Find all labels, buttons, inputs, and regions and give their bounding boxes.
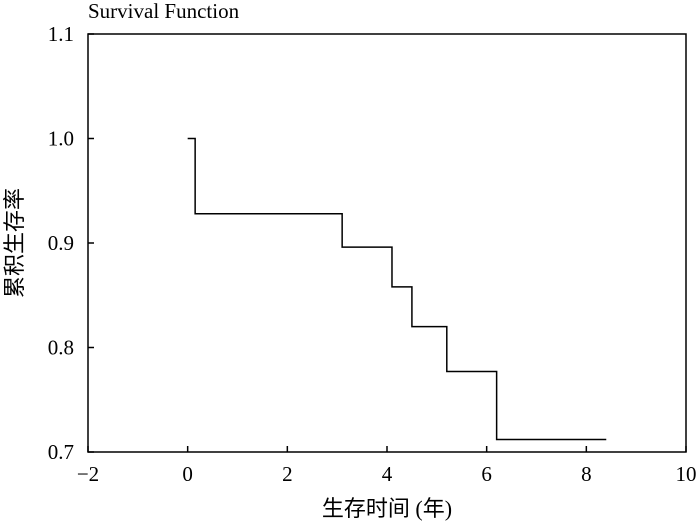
x-tick-label: 10 — [676, 462, 697, 486]
x-tick-label: 2 — [282, 462, 293, 486]
x-axis-label: 生存时间 (年) — [322, 496, 452, 521]
x-tick-label: 0 — [182, 462, 193, 486]
y-tick-label: 0.8 — [48, 336, 74, 360]
y-tick-label: 1.1 — [48, 22, 74, 46]
x-tick-label: 8 — [581, 462, 592, 486]
y-axis-ticks: 0.7 0.8 0.9 1.0 1.1 — [48, 22, 94, 464]
x-axis-ticks: −2 0 2 4 6 8 10 — [77, 446, 697, 486]
x-tick-label: 4 — [382, 462, 393, 486]
x-tick-label: −2 — [77, 462, 99, 486]
y-axis-label: 累积生存率 — [2, 188, 27, 298]
y-tick-label: 0.7 — [48, 440, 74, 464]
chart-title: Survival Function — [88, 0, 240, 23]
x-tick-label: 6 — [481, 462, 492, 486]
y-tick-label: 1.0 — [48, 127, 74, 151]
y-tick-label: 0.9 — [48, 231, 74, 255]
plot-frame — [87, 33, 687, 453]
survival-step-line — [187, 137, 607, 441]
